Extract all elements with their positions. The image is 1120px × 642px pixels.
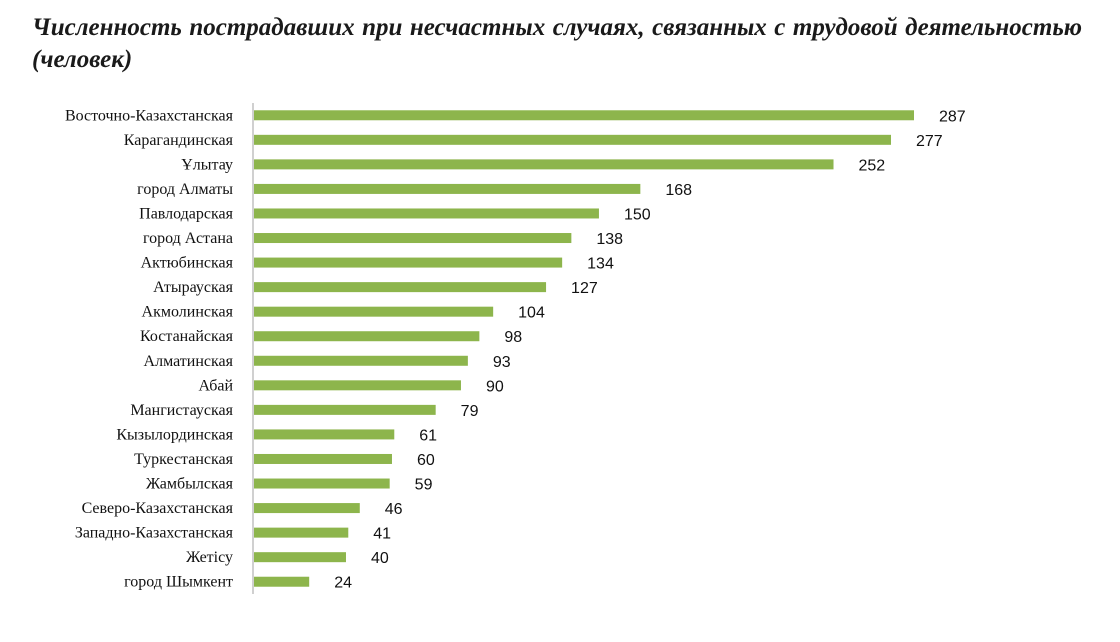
bars-group <box>254 110 914 587</box>
bar <box>254 503 360 514</box>
category-label: Восточно-Казахстанская <box>65 107 234 124</box>
value-label: 59 <box>415 477 433 494</box>
value-label: 24 <box>334 575 352 592</box>
category-label: Алматинская <box>144 353 234 370</box>
bar <box>254 134 892 145</box>
chart-title: Численность пострадавших при несчастных … <box>32 14 1082 73</box>
bar <box>254 527 349 538</box>
category-label: город Шымкент <box>124 574 233 591</box>
category-label: Жамбылская <box>146 476 234 493</box>
bar <box>254 429 395 440</box>
bar <box>254 404 436 415</box>
category-label: Карагандинская <box>124 132 234 149</box>
category-label: Актюбинская <box>141 255 234 272</box>
category-label: Северо-Казахстанская <box>82 500 234 517</box>
bar <box>254 183 641 194</box>
bar <box>254 453 392 464</box>
value-label: 127 <box>571 280 598 297</box>
value-label: 40 <box>371 550 389 567</box>
value-label: 46 <box>385 501 403 518</box>
category-label: город Астана <box>143 230 233 247</box>
category-label: Костанайская <box>140 328 234 345</box>
value-label: 252 <box>859 157 886 174</box>
bar <box>254 576 310 587</box>
value-label: 93 <box>493 354 511 371</box>
bar <box>254 552 346 563</box>
value-label: 98 <box>504 329 522 346</box>
value-label: 150 <box>624 206 651 223</box>
bar <box>254 478 390 489</box>
bar <box>254 110 914 121</box>
value-label: 60 <box>417 452 435 469</box>
bar <box>254 380 461 391</box>
category-label: Жетісу <box>186 549 233 566</box>
category-label: Кызылординская <box>116 426 233 443</box>
value-label: 277 <box>916 133 943 150</box>
category-label: Абай <box>198 377 233 394</box>
category-label: Западно-Казахстанская <box>75 525 234 542</box>
bar <box>254 233 572 244</box>
value-label: 287 <box>939 108 966 125</box>
category-label: Ұлытау <box>181 156 233 173</box>
bar <box>254 306 494 317</box>
category-label: Мангистауская <box>130 402 233 419</box>
category-label: Туркестанская <box>134 451 234 468</box>
value-label: 61 <box>419 427 437 444</box>
value-label: 168 <box>665 182 692 199</box>
value-label: 104 <box>518 305 545 322</box>
bar <box>254 355 468 366</box>
bar <box>254 331 480 342</box>
bar <box>254 159 834 170</box>
category-label: город Алматы <box>137 181 233 198</box>
value-label: 79 <box>461 403 479 420</box>
bar <box>254 257 563 268</box>
category-labels-group: Восточно-Казахстанская Карагандинская Ұлыт… <box>65 107 234 590</box>
category-label: Атырауская <box>153 279 234 296</box>
value-label: 134 <box>587 256 614 273</box>
bar <box>254 208 599 219</box>
value-label: 90 <box>486 378 504 395</box>
category-label: Павлодарская <box>139 205 234 222</box>
bar <box>254 282 547 293</box>
value-label: 41 <box>373 526 391 543</box>
value-label: 138 <box>596 231 623 248</box>
category-label: Акмолинская <box>142 304 234 321</box>
